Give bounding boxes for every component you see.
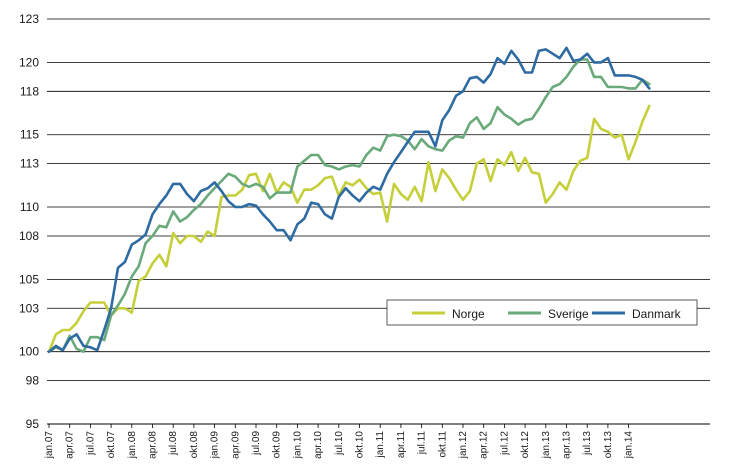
x-tick-label: jul.07 xyxy=(85,431,96,456)
legend-label-sverige: Sverige xyxy=(548,307,589,321)
x-tick-label: jul.11 xyxy=(417,431,428,456)
x-tick-label: apr.07 xyxy=(65,431,76,459)
y-tick-label: 115 xyxy=(20,128,39,142)
x-tick-label: jul.09 xyxy=(251,431,262,456)
series-line-norge xyxy=(47,104,651,354)
x-tick-label: okt.11 xyxy=(437,431,448,458)
x-tick-label: okt.07 xyxy=(106,431,117,459)
y-tick-label: 100 xyxy=(19,345,39,359)
x-tick-label: okt.13 xyxy=(603,431,614,459)
x-tick-label: jan.14 xyxy=(624,431,635,460)
gridlines xyxy=(47,18,710,425)
x-tick-label: jan.13 xyxy=(541,431,552,460)
x-tick-label: jul.13 xyxy=(582,431,593,456)
y-tick-label: 118 xyxy=(20,84,39,98)
series-line-danmark xyxy=(47,46,651,354)
y-tick-label: 120 xyxy=(19,55,39,69)
series-line-sverige xyxy=(47,58,651,354)
x-tick-label: apr.13 xyxy=(562,431,573,459)
legend: Norge Sverige Danmark xyxy=(386,299,698,326)
legend-label-norge: Norge xyxy=(452,307,485,321)
x-tick-label: jul.10 xyxy=(334,431,345,456)
y-axis: 95 98 100 103 105 108 110 113 115 118 120 123 xyxy=(19,12,39,431)
series-lines xyxy=(47,46,651,354)
y-tick-label: 123 xyxy=(19,12,39,26)
y-tick-label: 103 xyxy=(19,301,39,315)
y-tick-label: 113 xyxy=(20,157,39,171)
y-tick-label: 105 xyxy=(19,272,39,286)
x-tick-label: apr.08 xyxy=(148,431,159,459)
x-tick-label: jan.07 xyxy=(44,431,55,460)
x-tick-label: jan.11 xyxy=(375,431,386,459)
y-tick-label: 95 xyxy=(26,417,40,431)
x-tick-label: jan.08 xyxy=(127,431,138,460)
x-tick-label: apr.09 xyxy=(230,431,241,459)
x-tick-label: jan.10 xyxy=(292,431,303,460)
x-tick-label: apr.12 xyxy=(479,431,490,459)
x-tick-label: jan.12 xyxy=(458,431,469,460)
x-tick-label: okt.09 xyxy=(272,431,283,459)
x-tick-label: apr.11 xyxy=(396,431,407,458)
x-tick-label: jan.09 xyxy=(210,431,221,460)
x-tick-label: okt.10 xyxy=(355,431,366,459)
x-tick-label: jul.08 xyxy=(168,431,179,456)
x-tick-label: okt.12 xyxy=(520,431,531,459)
x-tick-label: jul.12 xyxy=(499,431,510,456)
x-tick-label: okt.08 xyxy=(189,431,200,459)
y-tick-label: 108 xyxy=(19,229,39,243)
x-tick-label: apr.10 xyxy=(313,431,324,459)
y-tick-label: 110 xyxy=(20,200,39,214)
legend-label-danmark: Danmark xyxy=(632,307,682,321)
x-axis: jan.07 apr.07 jul.07 okt.07 jan.08 apr.08 jul.… xyxy=(44,424,635,459)
y-tick-label: 98 xyxy=(26,374,40,388)
